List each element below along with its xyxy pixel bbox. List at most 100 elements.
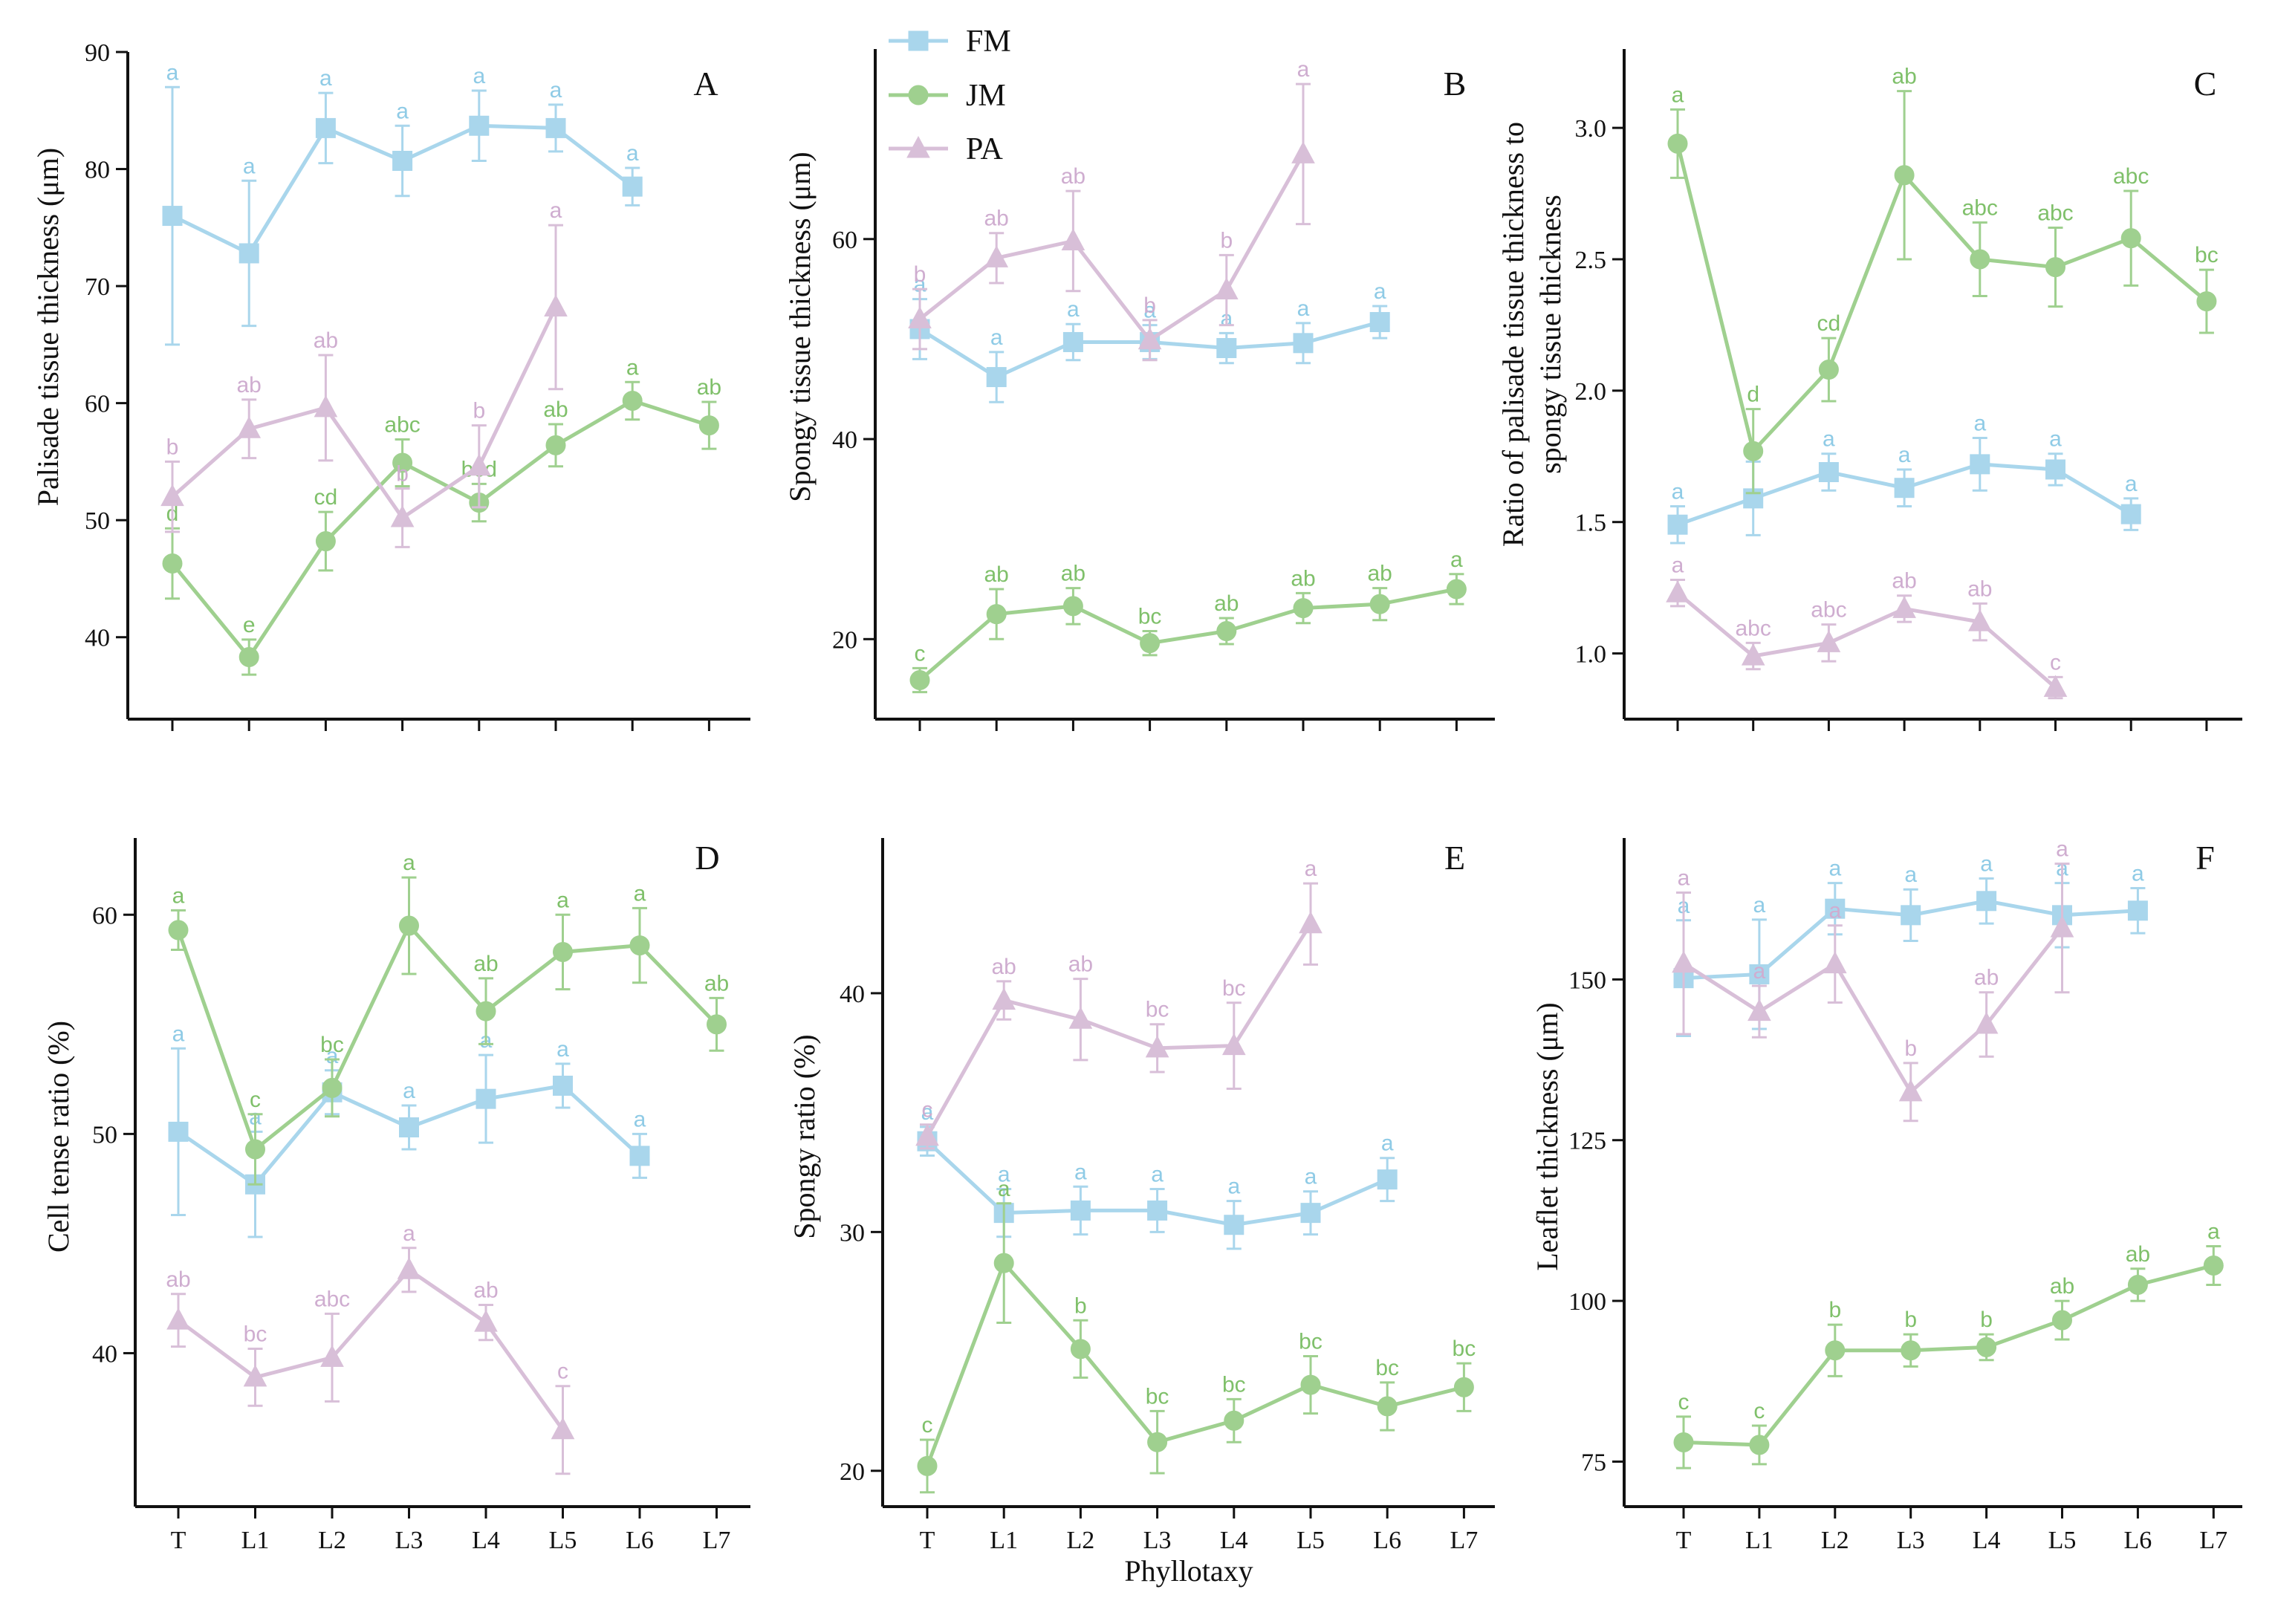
data-point: [1062, 331, 1083, 352]
legend-item-PA: PA: [889, 132, 1004, 166]
data-point: [469, 115, 490, 136]
significance-label: a: [2132, 862, 2144, 886]
significance-label: a: [243, 154, 256, 178]
significance-label: ab: [1061, 164, 1085, 189]
legend-marker: [906, 135, 930, 158]
significance-label: a: [1305, 1165, 1317, 1189]
x-tick-label: L6: [2124, 1527, 2152, 1554]
data-point: [2203, 1255, 2224, 1276]
significance-label: b: [1220, 228, 1233, 253]
significance-label: a: [403, 1221, 415, 1246]
data-point: [390, 504, 415, 527]
significance-label: a: [1904, 863, 1917, 887]
significance-label: ab: [1291, 566, 1315, 591]
series-PA: b ab ab b b a: [160, 198, 568, 548]
data-point: [392, 452, 413, 473]
y-axis-title: Ratio of palisade tissue thickness to: [1496, 122, 1530, 547]
data-point: [1300, 1203, 1321, 1224]
significance-label: a: [556, 1037, 569, 1062]
data-point: [245, 1139, 265, 1160]
x-tick-label: L6: [1373, 1527, 1401, 1554]
data-point: [1901, 905, 1921, 926]
data-point: [2043, 675, 2068, 698]
data-point: [1894, 165, 1915, 186]
significance-label: bc: [1222, 1372, 1246, 1397]
data-point: [1818, 360, 1839, 380]
significance-label: a: [1672, 82, 1684, 107]
significance-label: a: [990, 325, 1003, 350]
significance-label: ab: [543, 397, 568, 422]
data-point: [551, 1417, 575, 1440]
data-point: [1666, 580, 1690, 602]
legend: FM JM PA: [889, 25, 1011, 166]
significance-label: abc: [1811, 598, 1846, 623]
significance-label: b: [473, 399, 485, 423]
significance-label: ab: [473, 952, 498, 976]
significance-label: bc: [2195, 243, 2219, 267]
x-tick-label: L7: [1450, 1527, 1479, 1554]
significance-label: a: [1672, 479, 1684, 504]
data-point: [166, 1308, 190, 1330]
significance-label: c: [922, 1413, 933, 1438]
panel-letter: A: [693, 65, 718, 103]
data-point: [1145, 1035, 1169, 1058]
panel-letter: B: [1444, 65, 1467, 103]
data-point: [162, 553, 183, 574]
x-tick-label: L5: [549, 1527, 577, 1554]
series-line: [1675, 143, 2208, 455]
significance-label: bc: [1299, 1330, 1323, 1354]
y-tick-label: 60: [832, 227, 857, 254]
legend-label: JM: [966, 79, 1006, 113]
y-tick-label: 50: [92, 1121, 117, 1149]
significance-label: e: [243, 613, 256, 637]
data-point: [545, 117, 566, 138]
y-tick-label: 100: [1568, 1288, 1606, 1316]
significance-label: b: [1904, 1308, 1917, 1332]
data-point: [544, 294, 568, 316]
chart-panel-F: 75 100 125 150 T L1 L2 L3 L4 L5 L6 L7 F Leaflet thick…: [1531, 837, 2242, 1554]
legend-item-FM: FM: [889, 25, 1011, 59]
data-point: [984, 245, 1009, 267]
data-point: [553, 1075, 573, 1096]
data-point: [1741, 643, 1765, 666]
significance-label: b: [396, 462, 409, 487]
significance-label: a: [1074, 1160, 1087, 1184]
legend-marker: [908, 85, 929, 105]
data-point: [1369, 594, 1390, 614]
data-point: [2127, 900, 2148, 921]
y-tick-label: 50: [85, 507, 110, 535]
data-point: [322, 1077, 343, 1098]
data-point: [162, 206, 183, 227]
series-JM: decdabcbcdabaab: [162, 355, 721, 676]
data-point: [314, 394, 338, 418]
data-point: [1293, 333, 1314, 354]
data-point: [1976, 1336, 1997, 1357]
data-point: [1747, 998, 1771, 1022]
significance-label: ab: [1967, 576, 1992, 601]
x-tick-label: L2: [318, 1527, 346, 1554]
y-tick-label: 40: [832, 426, 857, 454]
data-point: [1817, 630, 1841, 652]
data-point: [698, 415, 719, 436]
data-point: [1894, 478, 1915, 498]
y-tick-label: 30: [840, 1219, 865, 1247]
significance-label: ab: [473, 1279, 498, 1303]
y-tick-label: 150: [1568, 967, 1606, 994]
significance-label: a: [1151, 1163, 1164, 1187]
data-point: [2120, 504, 2141, 524]
data-point: [2196, 291, 2217, 312]
data-point: [168, 920, 189, 941]
data-point: [1140, 633, 1161, 654]
series-line: [176, 922, 718, 1153]
data-point: [915, 1123, 939, 1146]
x-tick-label: L5: [2048, 1527, 2077, 1554]
x-axis-title: Phyllotaxy: [1124, 1554, 1253, 1588]
series-line: [1682, 926, 2064, 1095]
significance-label: ab: [984, 207, 1009, 231]
data-point: [1898, 1079, 1923, 1102]
significance-label: a: [998, 1163, 1010, 1187]
data-point: [993, 1253, 1014, 1273]
